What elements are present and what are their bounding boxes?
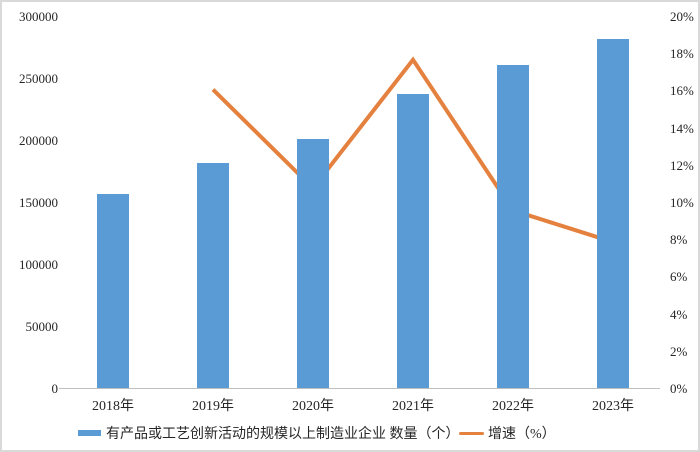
growth-line-series (211, 56, 614, 244)
bar-2019年 (197, 163, 229, 389)
bar-2020年 (297, 138, 329, 389)
growth-line (211, 56, 614, 244)
bar-series-label: 有产品或工艺创新活动的规模以上制造业企业 数量（个） (106, 427, 460, 442)
y-left-tick-label: 250000 (19, 71, 58, 86)
y-axis-right: 0% 2% 4% 6% 8% 10% 12% 14% 16% 18% 20% (670, 2, 698, 450)
bar-2022年 (497, 65, 529, 389)
y-right-tick-label: 16% (670, 83, 694, 99)
y-left-tick-label: 50000 (25, 319, 59, 334)
plot-area (63, 17, 663, 389)
y-left-tick-label: 150000 (19, 195, 58, 210)
y-right-tick-label: 10% (670, 195, 694, 210)
y-right-tick-label: 20% (670, 9, 694, 24)
bar-2023年 (597, 39, 629, 389)
y-right-tick-label: 0% (670, 381, 688, 396)
y-left-tick-label: 100000 (19, 257, 58, 272)
line-series-label: 增速（%） (488, 427, 556, 442)
y-right-tick-label: 18% (670, 46, 694, 62)
y-right-tick-label: 12% (670, 157, 694, 173)
y-right-tick-label: 8% (670, 232, 688, 248)
y-left-tick-label: 200000 (19, 133, 58, 148)
y-right-tick-label: 2% (670, 343, 688, 359)
y-right-tick-label: 14% (670, 120, 694, 136)
x-axis-label-2021年: 2021年 (392, 399, 434, 414)
line-series-swatch (459, 432, 484, 435)
bar-2021年 (397, 93, 429, 389)
y-right-tick-label: 6% (670, 269, 688, 285)
x-axis-line (59, 388, 660, 389)
x-axis-label-2018年: 2018年 (92, 399, 134, 414)
y-axis-left: 0 50000 100000 150000 200000 250000 300000 (10, 2, 59, 450)
bar-2018年 (97, 194, 129, 389)
x-axis-label-2022年: 2022年 (492, 399, 534, 414)
y-right-tick-label: 4% (670, 306, 688, 322)
y-left-tick-label: 300000 (19, 9, 58, 24)
bar-series-swatch (78, 430, 101, 436)
y-left-tick-label: 0 (51, 381, 59, 396)
x-axis-label-2023年: 2023年 (592, 399, 634, 414)
legend: 有产品或工艺创新活动的规模以上制造业企业 数量（个） 增速（%） (2, 425, 698, 445)
x-axis-label-2020年: 2020年 (292, 399, 334, 414)
x-axis-label-2019年: 2019年 (192, 399, 234, 414)
